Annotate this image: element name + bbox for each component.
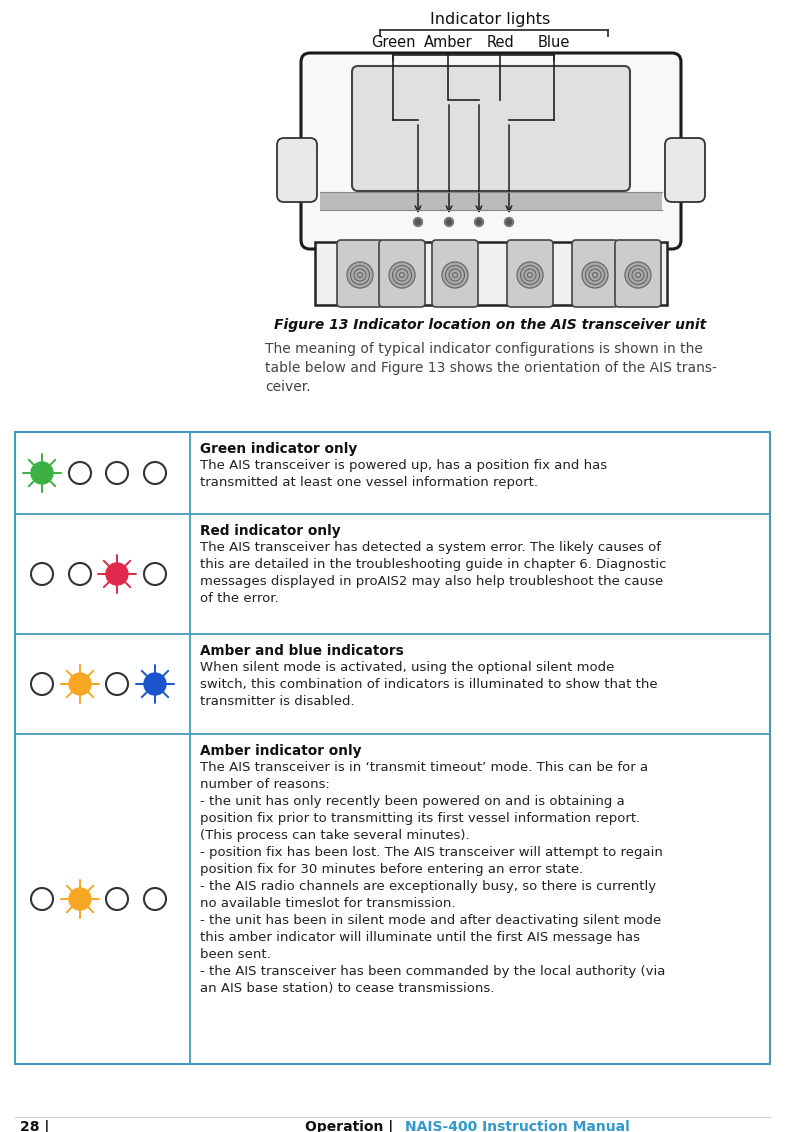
Text: switch, this combination of indicators is illuminated to show that the: switch, this combination of indicators i…	[200, 678, 658, 691]
Text: - the unit has been in silent mode and after deactivating silent mode: - the unit has been in silent mode and a…	[200, 914, 661, 927]
Text: an AIS base station) to cease transmissions.: an AIS base station) to cease transmissi…	[200, 981, 495, 995]
Circle shape	[582, 261, 608, 288]
FancyBboxPatch shape	[665, 138, 705, 201]
Circle shape	[415, 220, 421, 224]
Text: position fix for 30 minutes before entering an error state.: position fix for 30 minutes before enter…	[200, 863, 583, 876]
Circle shape	[444, 217, 454, 226]
FancyBboxPatch shape	[615, 240, 661, 307]
Circle shape	[389, 261, 415, 288]
Text: of the error.: of the error.	[200, 592, 279, 604]
Circle shape	[347, 261, 373, 288]
FancyBboxPatch shape	[432, 240, 478, 307]
Bar	[15, 432, 770, 1064]
Circle shape	[69, 887, 91, 910]
Bar	[320, 192, 662, 211]
FancyBboxPatch shape	[301, 53, 681, 249]
Text: ceiver.: ceiver.	[265, 380, 311, 394]
Circle shape	[506, 220, 512, 224]
Text: NAIS-400 Instruction Manual: NAIS-400 Instruction Manual	[405, 1120, 630, 1132]
Text: (This process can take several minutes).: (This process can take several minutes).	[200, 829, 469, 842]
Text: Red indicator only: Red indicator only	[200, 524, 341, 538]
Text: no available timeslot for transmission.: no available timeslot for transmission.	[200, 897, 455, 910]
FancyBboxPatch shape	[379, 240, 425, 307]
Text: table below and Figure 13 shows the orientation of the AIS trans-: table below and Figure 13 shows the orie…	[265, 361, 717, 375]
Text: Amber indicator only: Amber indicator only	[200, 744, 362, 758]
Text: Green: Green	[371, 35, 415, 50]
Text: The AIS transceiver has detected a system error. The likely causes of: The AIS transceiver has detected a syste…	[200, 541, 661, 554]
Circle shape	[474, 217, 484, 226]
FancyBboxPatch shape	[277, 138, 317, 201]
FancyBboxPatch shape	[352, 66, 630, 191]
Text: this are detailed in the troubleshooting guide in chapter 6. Diagnostic: this are detailed in the troubleshooting…	[200, 558, 666, 571]
Text: number of reasons:: number of reasons:	[200, 778, 330, 791]
Text: messages displayed in proAIS2 may also help troubleshoot the cause: messages displayed in proAIS2 may also h…	[200, 575, 663, 588]
Circle shape	[144, 674, 166, 695]
Text: Amber: Amber	[424, 35, 473, 50]
FancyBboxPatch shape	[507, 240, 553, 307]
Text: transmitted at least one vessel information report.: transmitted at least one vessel informat…	[200, 475, 538, 489]
Circle shape	[625, 261, 651, 288]
Circle shape	[106, 563, 128, 585]
Text: this amber indicator will illuminate until the first AIS message has: this amber indicator will illuminate unt…	[200, 931, 640, 944]
Circle shape	[505, 217, 513, 226]
Circle shape	[447, 220, 451, 224]
Circle shape	[69, 674, 91, 695]
Text: When silent mode is activated, using the optional silent mode: When silent mode is activated, using the…	[200, 661, 615, 674]
Text: position fix prior to transmitting its first vessel information report.: position fix prior to transmitting its f…	[200, 812, 641, 825]
Text: - the AIS transceiver has been commanded by the local authority (via: - the AIS transceiver has been commanded…	[200, 964, 666, 978]
Circle shape	[31, 462, 53, 484]
Text: The meaning of typical indicator configurations is shown in the: The meaning of typical indicator configu…	[265, 342, 703, 355]
Text: Operation |: Operation |	[305, 1120, 398, 1132]
Text: - the unit has only recently been powered on and is obtaining a: - the unit has only recently been powere…	[200, 795, 625, 808]
Text: - the AIS radio channels are exceptionally busy, so there is currently: - the AIS radio channels are exceptional…	[200, 880, 656, 893]
Text: been sent.: been sent.	[200, 947, 271, 961]
Bar	[315, 242, 667, 305]
Text: Indicator lights: Indicator lights	[430, 12, 550, 27]
FancyBboxPatch shape	[572, 240, 618, 307]
Circle shape	[476, 220, 481, 224]
FancyBboxPatch shape	[337, 240, 383, 307]
Text: The AIS transceiver is powered up, has a position fix and has: The AIS transceiver is powered up, has a…	[200, 458, 607, 472]
Circle shape	[517, 261, 543, 288]
Text: 28 |: 28 |	[20, 1120, 49, 1132]
Text: - position fix has been lost. The AIS transceiver will attempt to regain: - position fix has been lost. The AIS tr…	[200, 846, 663, 859]
Text: transmitter is disabled.: transmitter is disabled.	[200, 695, 355, 708]
Text: Amber and blue indicators: Amber and blue indicators	[200, 644, 403, 658]
Text: The AIS transceiver is in ‘transmit timeout’ mode. This can be for a: The AIS transceiver is in ‘transmit time…	[200, 761, 648, 774]
Text: Green indicator only: Green indicator only	[200, 441, 357, 456]
Text: Figure 13 Indicator location on the AIS transceiver unit: Figure 13 Indicator location on the AIS …	[274, 318, 706, 332]
Circle shape	[442, 261, 468, 288]
Text: Red: Red	[486, 35, 514, 50]
Text: Blue: Blue	[538, 35, 570, 50]
Circle shape	[414, 217, 422, 226]
